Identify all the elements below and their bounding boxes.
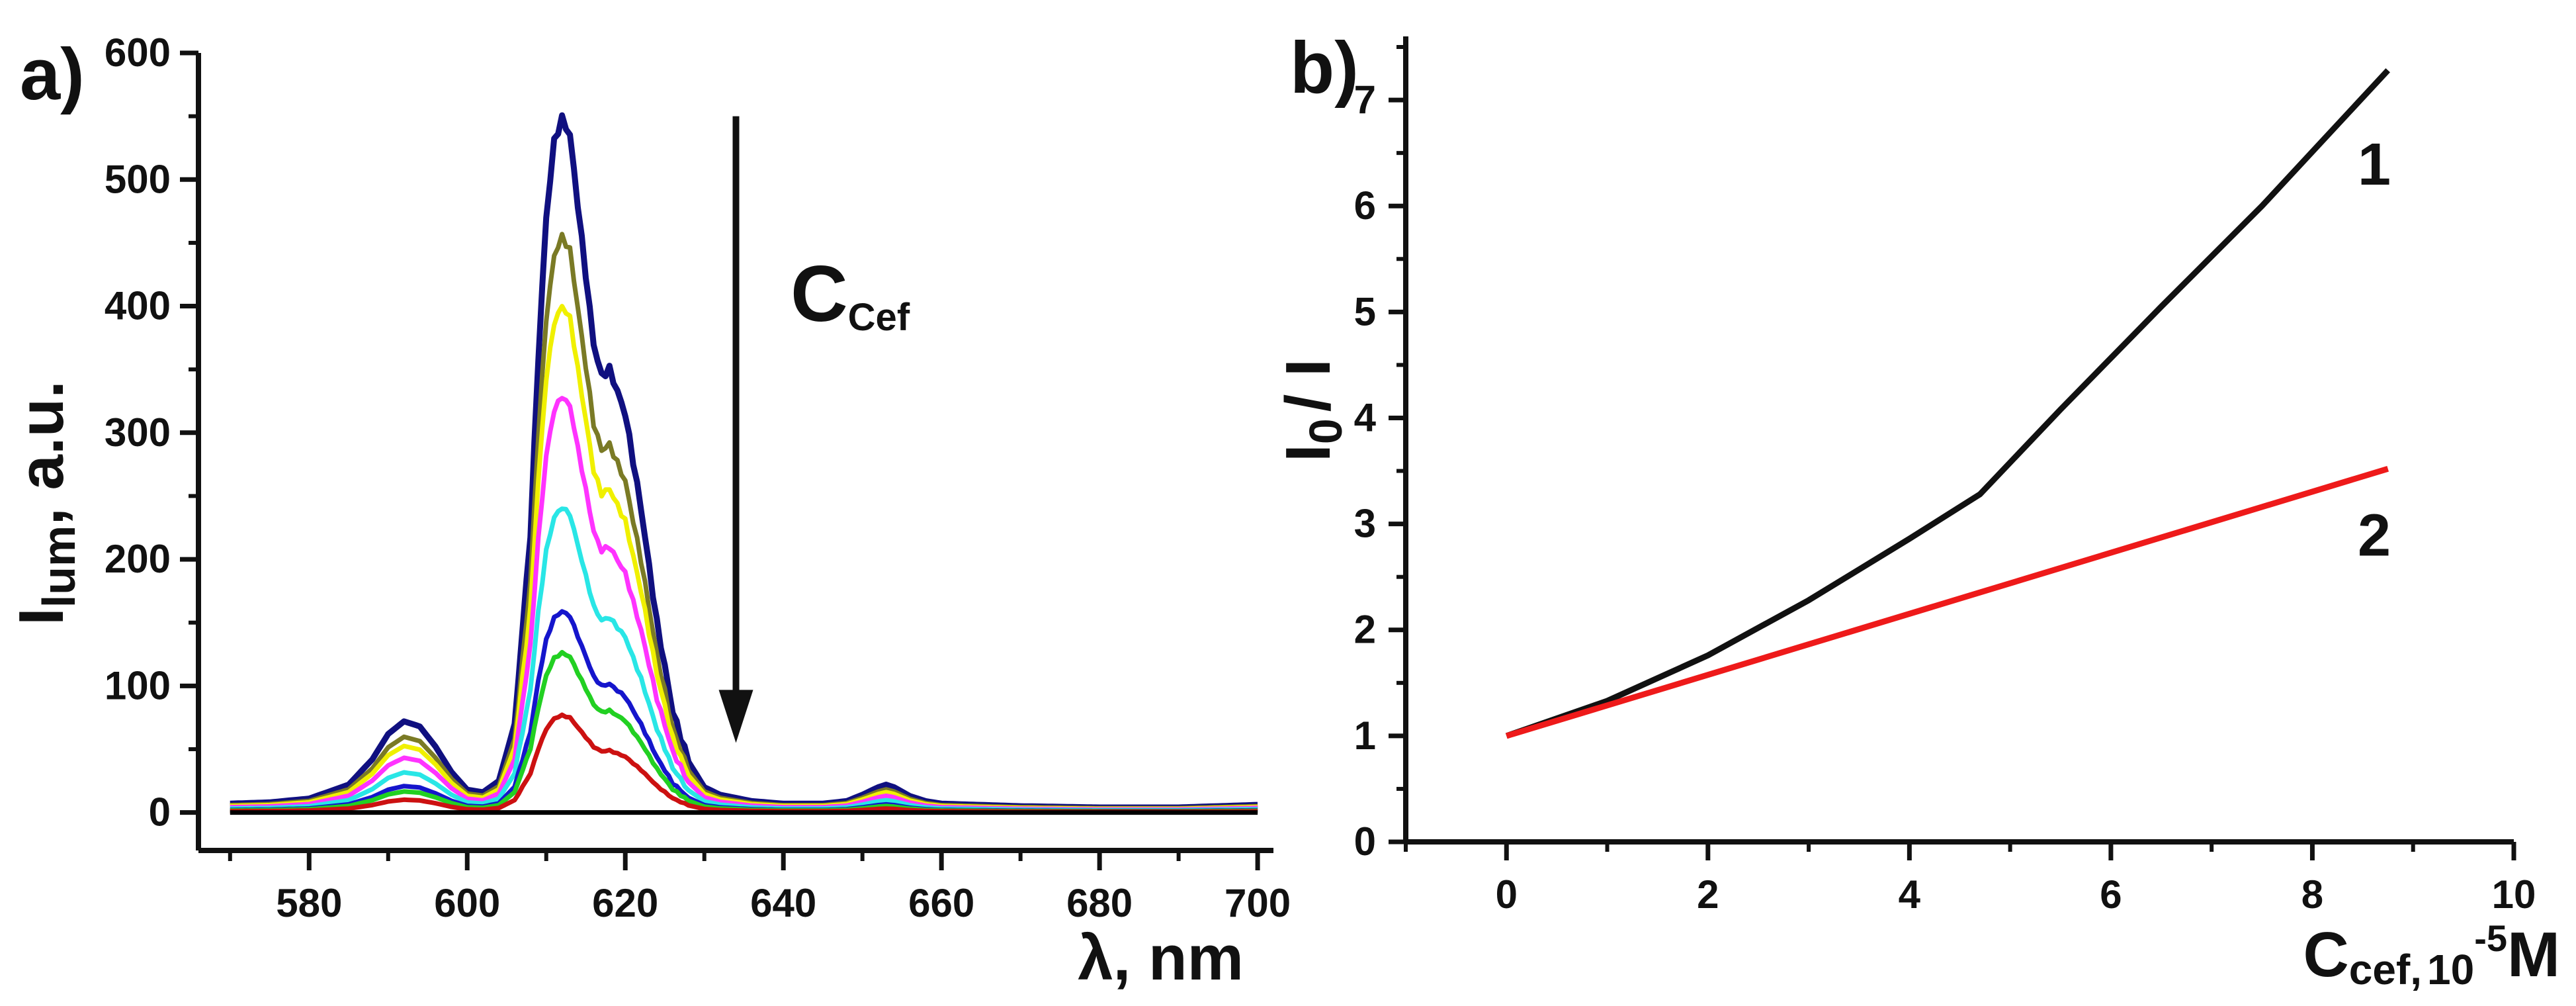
panel-b-x-tick-label: 8 (2301, 872, 2323, 917)
panel-b-y-label-suffix: / I (1273, 359, 1344, 412)
panel-b-series-1 (1505, 68, 2390, 739)
panel-a-y-tick-label: 500 (105, 157, 171, 201)
panel-b-y-label-main: I (1273, 444, 1344, 462)
panel-a-y-label-sub: lum (33, 526, 85, 608)
panel-a-y-tick-label: 600 (105, 30, 171, 75)
panel-b-series-2 (1505, 465, 2389, 739)
panel-a-x-tick-label: 700 (1224, 881, 1291, 925)
panel-a-arrow-head (718, 690, 753, 743)
panel-a-y-tick-label: 100 (105, 663, 171, 708)
panel-b-y-tick-label: 7 (1354, 77, 1376, 122)
panel-a-series-yellow (230, 304, 1258, 811)
panel-a-x-tick-label: 620 (592, 881, 658, 925)
svg-text:Ilum, a.u.: Ilum, a.u. (6, 381, 85, 625)
panel-b-y-tick-label: 2 (1354, 608, 1376, 652)
panel-b-y-tick-label: 5 (1354, 289, 1376, 334)
panel-b-x-tick-label: 2 (1697, 872, 1719, 917)
panel-b-series-label-2: 2 (2358, 503, 2391, 569)
panel-a-annotation-sub: Cef (848, 296, 910, 339)
panel-b-x-label-sub: cef, (2349, 946, 2422, 993)
panel-b-y-tick-label: 6 (1354, 183, 1376, 228)
panel-a-series-cyan (230, 506, 1258, 813)
panel-a-x-tick-label: 580 (276, 881, 342, 925)
panel-b-x-tick-label: 10 (2492, 872, 2536, 917)
panel-a-series-magenta (230, 396, 1258, 812)
panel-b-series-label-1: 1 (2358, 132, 2391, 198)
svg-text:I0/ I: I0 / I (1273, 359, 1352, 462)
panel-a-annotation-label: CCef (791, 250, 910, 339)
panel-b-y-axis-title: I0 / I (1273, 359, 1352, 462)
panel-a-y-tick-label: 400 (105, 284, 171, 328)
panel-a-plot-area: 0 100 200 300 400 500 600 580 600 620 640 660 680 700 (105, 30, 1291, 925)
panel-a-y-axis-title: Ilum, a.u. (6, 381, 85, 625)
panel-b-x-tick-label: 0 (1496, 872, 1518, 917)
panel-a-y-label-suffix: , a.u. (6, 381, 77, 526)
panel-a-x-tick-label: 600 (434, 881, 500, 925)
panel-a-y-tick-label: 200 (105, 537, 171, 581)
panel-a-y-tick-label: 0 (149, 790, 171, 835)
panel-b-y-tick-label: 3 (1354, 502, 1376, 546)
panel-b-x-tick-label: 6 (2100, 872, 2122, 917)
panel-b-x-tick-label: 4 (1899, 872, 1921, 917)
panel-b-x-axis-title: Ccef, 10-5M (2303, 917, 2560, 993)
panel-b-label: b) (1290, 27, 1359, 109)
panel-a-x-tick-label: 660 (908, 881, 974, 925)
panel-a-x-tick-label: 680 (1066, 881, 1133, 925)
panel-b-x-label-tail: M (2507, 919, 2560, 990)
panel-a-spectra-chart: a) Ilum, a.u. λ, nm 0 100 200 300 400 500 600 5… (6, 30, 1291, 993)
panel-b-x-label-sup: -5 (2474, 917, 2507, 959)
panel-a-label: a) (20, 34, 85, 115)
panel-b-x-label-unit: 10 (2427, 946, 2474, 993)
panel-b-y-tick-label: 4 (1354, 395, 1377, 439)
panel-b-y-label-sub: 0 (1300, 418, 1352, 444)
panel-a-x-tick-label: 640 (750, 881, 816, 925)
panel-b-x-label-main: C (2303, 919, 2348, 990)
panel-a-y-label-main: I (6, 608, 77, 625)
panel-b-y-tick-label: 1 (1354, 713, 1376, 758)
panel-a-y-tick-label: 300 (105, 410, 171, 455)
panel-b-y-tick-label: 0 (1354, 819, 1376, 864)
panel-a-series-olive (230, 232, 1258, 811)
panel-a-series-green (230, 650, 1258, 814)
panel-a-annotation-main: C (791, 250, 848, 338)
panel-a-x-axis-title: λ, nm (1078, 923, 1244, 993)
